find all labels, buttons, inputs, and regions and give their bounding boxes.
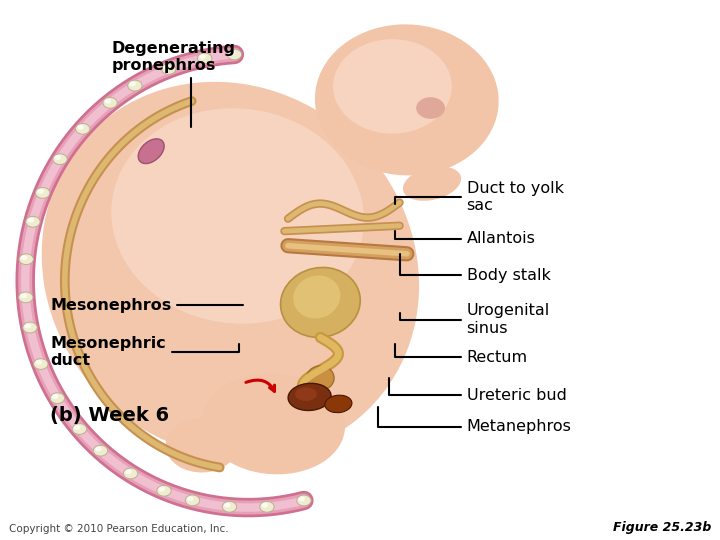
Ellipse shape — [307, 366, 334, 390]
Ellipse shape — [281, 267, 360, 338]
Ellipse shape — [297, 495, 311, 506]
Text: Ureteric bud: Ureteric bud — [389, 378, 567, 403]
Ellipse shape — [158, 487, 165, 491]
Ellipse shape — [72, 423, 86, 434]
Ellipse shape — [157, 485, 171, 496]
Ellipse shape — [20, 293, 27, 298]
Ellipse shape — [288, 383, 331, 410]
Ellipse shape — [163, 65, 170, 70]
Ellipse shape — [325, 395, 352, 413]
Text: Body stalk: Body stalk — [400, 254, 550, 283]
Ellipse shape — [23, 322, 37, 333]
Ellipse shape — [333, 39, 452, 134]
Ellipse shape — [27, 218, 34, 222]
Ellipse shape — [293, 275, 341, 319]
Ellipse shape — [77, 125, 84, 130]
Ellipse shape — [35, 187, 50, 198]
Ellipse shape — [166, 418, 238, 472]
Ellipse shape — [95, 447, 102, 451]
Text: Copyright © 2010 Pearson Education, Inc.: Copyright © 2010 Pearson Education, Inc. — [9, 523, 228, 534]
Ellipse shape — [53, 154, 67, 165]
Text: Duct to yolk
sac: Duct to yolk sac — [395, 181, 564, 213]
Ellipse shape — [260, 502, 274, 512]
Text: Allantois: Allantois — [395, 231, 536, 246]
Text: Figure 25.23b: Figure 25.23b — [613, 521, 711, 534]
Ellipse shape — [76, 124, 90, 134]
Ellipse shape — [187, 496, 194, 501]
Ellipse shape — [295, 388, 317, 401]
Ellipse shape — [127, 80, 142, 91]
Ellipse shape — [261, 503, 268, 508]
Text: Mesonephric
duct: Mesonephric duct — [50, 336, 239, 368]
Ellipse shape — [74, 425, 81, 430]
Ellipse shape — [161, 64, 176, 75]
Ellipse shape — [24, 323, 31, 328]
Text: Degenerating
pronephros: Degenerating pronephros — [112, 40, 235, 127]
Ellipse shape — [197, 53, 212, 64]
Ellipse shape — [19, 254, 33, 265]
Ellipse shape — [42, 82, 419, 458]
Ellipse shape — [229, 50, 235, 55]
Ellipse shape — [111, 108, 364, 324]
Ellipse shape — [34, 359, 48, 369]
Ellipse shape — [138, 139, 164, 164]
Ellipse shape — [222, 501, 237, 512]
Ellipse shape — [50, 393, 65, 403]
Ellipse shape — [94, 446, 108, 456]
Text: Mesonephros: Mesonephros — [50, 298, 243, 313]
Text: Metanephros: Metanephros — [378, 407, 572, 434]
Ellipse shape — [19, 292, 33, 303]
Text: (b) Week 6: (b) Week 6 — [50, 406, 169, 426]
Ellipse shape — [103, 97, 117, 108]
Ellipse shape — [416, 97, 445, 119]
Ellipse shape — [228, 49, 242, 60]
Ellipse shape — [52, 394, 58, 399]
Ellipse shape — [315, 24, 499, 176]
Ellipse shape — [21, 255, 27, 260]
Ellipse shape — [299, 496, 305, 501]
Ellipse shape — [26, 217, 40, 227]
Ellipse shape — [35, 360, 42, 365]
Ellipse shape — [123, 468, 138, 479]
Ellipse shape — [104, 99, 111, 104]
Ellipse shape — [224, 503, 230, 508]
Text: Rectum: Rectum — [395, 344, 528, 365]
Text: Urogenital
sinus: Urogenital sinus — [400, 303, 550, 336]
Ellipse shape — [403, 166, 461, 201]
Ellipse shape — [37, 189, 44, 194]
Ellipse shape — [55, 155, 61, 160]
Ellipse shape — [125, 469, 132, 474]
Ellipse shape — [199, 55, 206, 59]
Ellipse shape — [202, 374, 345, 474]
Ellipse shape — [185, 495, 199, 506]
Ellipse shape — [130, 82, 136, 86]
